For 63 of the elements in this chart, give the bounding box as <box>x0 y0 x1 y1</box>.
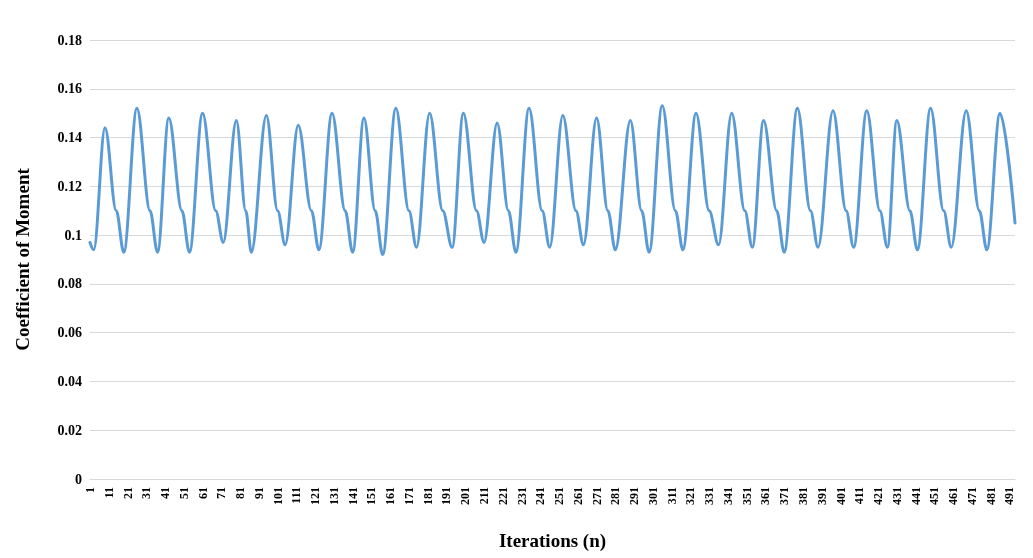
x-tick-label: 41 <box>158 487 173 499</box>
y-tick-label: 0.1 <box>64 227 82 243</box>
x-tick-label: 281 <box>608 487 623 505</box>
x-tick-label: 11 <box>101 487 116 499</box>
x-tick-label: 481 <box>983 487 998 505</box>
x-tick-label: 351 <box>739 487 754 505</box>
y-tick-label: 0.18 <box>57 32 82 48</box>
x-tick-label: 131 <box>326 487 341 505</box>
x-tick-label: 71 <box>214 487 229 499</box>
x-tick-label: 471 <box>964 487 979 505</box>
x-tick-label: 151 <box>364 487 379 505</box>
y-tick-label: 0.08 <box>57 276 82 292</box>
x-tick-label: 141 <box>345 487 360 505</box>
x-tick-label: 291 <box>627 487 642 505</box>
x-tick-label: 61 <box>195 487 210 499</box>
x-tick-label: 91 <box>251 487 266 499</box>
x-tick-label: 341 <box>720 487 735 505</box>
x-tick-label: 21 <box>120 487 135 499</box>
x-tick-label: 441 <box>908 487 923 505</box>
y-tick-label: 0.16 <box>57 81 82 97</box>
line-series <box>88 104 1017 257</box>
x-tick-label: 221 <box>495 487 510 505</box>
x-tick-label: 101 <box>270 487 285 505</box>
x-tick-label: 121 <box>308 487 323 505</box>
x-tick-label: 171 <box>401 487 416 505</box>
x-tick-label: 251 <box>552 487 567 505</box>
x-tick-label: 401 <box>833 487 848 505</box>
y-tick-label: 0.12 <box>57 178 82 194</box>
x-tick-label: 421 <box>871 487 886 505</box>
y-tick-label: 0.14 <box>57 130 82 146</box>
x-tick-label: 431 <box>889 487 904 505</box>
x-tick-label: 201 <box>458 487 473 505</box>
x-tick-label: 271 <box>589 487 604 505</box>
x-tick-label: 241 <box>533 487 548 505</box>
x-tick-label: 261 <box>570 487 585 505</box>
x-tick-label: 161 <box>383 487 398 505</box>
x-tick-label: 211 <box>477 487 492 505</box>
y-tick-label: 0 <box>75 471 82 487</box>
x-tick-label: 181 <box>420 487 435 505</box>
x-tick-label: 301 <box>645 487 660 505</box>
x-tick-label: 231 <box>514 487 529 505</box>
x-axis-title: Iterations (n) <box>498 530 607 552</box>
x-tick-label: 391 <box>814 487 829 505</box>
x-tick-label: 381 <box>795 487 810 505</box>
x-tick-label: 411 <box>852 487 867 505</box>
x-tick-label: 361 <box>758 487 773 505</box>
x-tick-label: 31 <box>139 487 154 499</box>
x-tick-label: 81 <box>233 487 248 499</box>
x-tick-label: 321 <box>683 487 698 505</box>
x-tick-label: 371 <box>777 487 792 505</box>
y-tick-label: 0.06 <box>57 325 82 341</box>
x-tick-label: 1 <box>83 487 97 493</box>
x-tick-label: 111 <box>289 487 304 504</box>
y-tick-label: 0.04 <box>57 373 82 389</box>
x-tick-label: 311 <box>664 487 679 505</box>
x-tick-label: 491 <box>1002 487 1017 505</box>
y-axis-title: Coefficient of Moment <box>12 167 33 351</box>
x-tick-label: 51 <box>176 487 191 499</box>
y-tick-label: 0.02 <box>57 422 82 438</box>
x-tick-label: 331 <box>702 487 717 505</box>
x-tick-label: 191 <box>439 487 454 505</box>
x-tick-label: 451 <box>927 487 942 505</box>
x-tick-label: 461 <box>946 487 961 505</box>
